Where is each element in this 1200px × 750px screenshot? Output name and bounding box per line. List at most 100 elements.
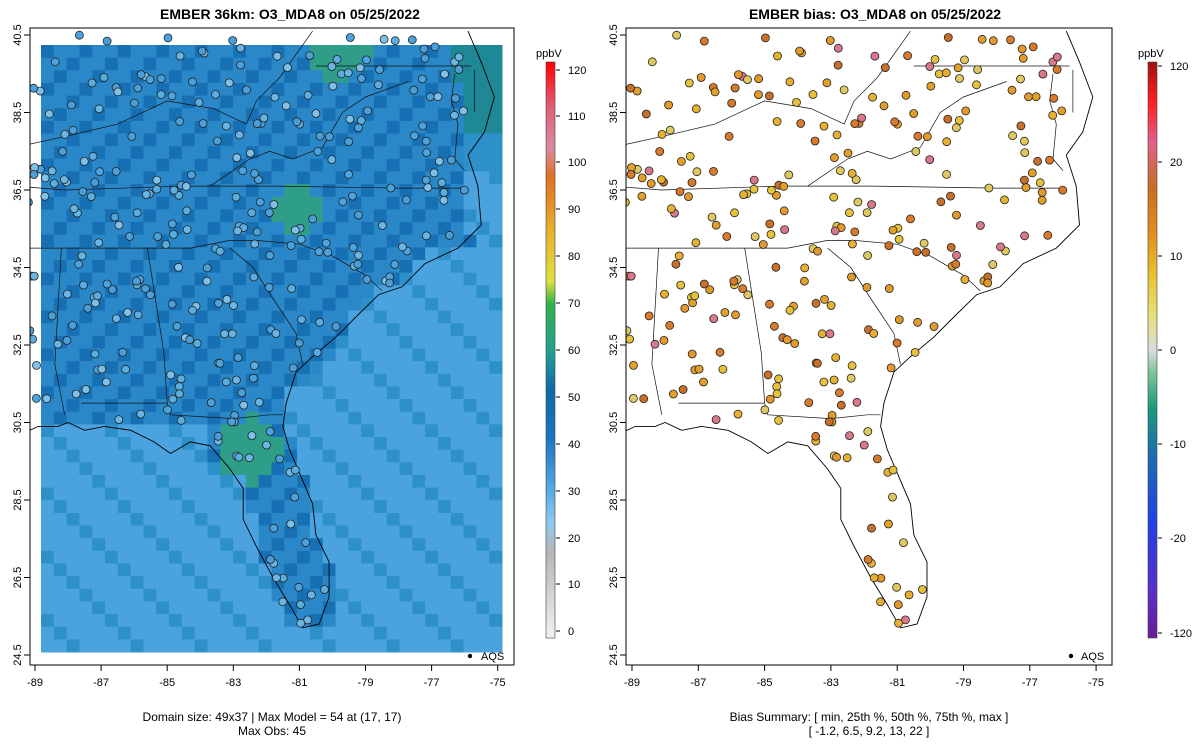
grid-cell	[400, 159, 413, 172]
aqs-site	[410, 132, 418, 140]
grid-cell	[67, 513, 80, 526]
grid-cell	[348, 159, 361, 172]
aqs-site	[944, 115, 952, 123]
grid-cell	[361, 424, 374, 437]
grid-cell	[323, 526, 336, 539]
grid-cell	[438, 488, 451, 501]
aqs-site	[51, 58, 59, 66]
grid-cell	[387, 336, 400, 349]
right-legend-label: AQS	[1081, 651, 1104, 663]
aqs-site	[410, 86, 418, 94]
colorbar-tick-label: 0	[1170, 345, 1176, 357]
grid-cell	[361, 450, 374, 463]
grid-cell	[131, 361, 144, 374]
aqs-site	[225, 79, 233, 87]
grid-cell	[195, 627, 208, 640]
grid-cell	[284, 45, 297, 58]
grid-cell	[489, 386, 502, 399]
aqs-site	[266, 252, 274, 260]
grid-cell	[451, 424, 464, 437]
grid-cell	[451, 412, 464, 425]
aqs-site	[421, 54, 429, 62]
aqs-site	[63, 336, 71, 344]
grid-cell	[143, 45, 156, 58]
grid-cell	[259, 260, 272, 273]
grid-cell	[220, 437, 233, 450]
aqs-site	[189, 306, 197, 314]
colorbar-tick-label: 0	[568, 626, 574, 638]
grid-cell	[361, 475, 374, 488]
grid-cell	[259, 159, 272, 172]
grid-cell	[131, 639, 144, 652]
grid-cell	[348, 399, 361, 412]
aqs-site	[177, 416, 185, 424]
grid-cell	[412, 488, 425, 501]
aqs-site	[374, 81, 382, 89]
grid-cell	[323, 285, 336, 298]
aqs-site	[111, 213, 119, 221]
grid-cell	[195, 639, 208, 652]
grid-cell	[348, 614, 361, 627]
left-footer: Domain size: 49x37 | Max Model = 54 at (…	[30, 710, 514, 738]
aqs-site	[80, 281, 88, 289]
colorbar-tick-label: 90	[568, 204, 580, 216]
aqs-site	[868, 524, 876, 532]
x-tick-label: -81	[889, 677, 905, 689]
grid-cell	[67, 488, 80, 501]
grid-cell	[182, 285, 195, 298]
grid-cell	[246, 45, 259, 58]
aqs-site	[661, 290, 669, 298]
aqs-site	[785, 171, 793, 179]
grid-cell	[323, 45, 336, 58]
grid-cell	[489, 121, 502, 134]
grid-cell	[336, 311, 349, 324]
grid-cell	[131, 159, 144, 172]
grid-cell	[272, 437, 285, 450]
aqs-site	[164, 406, 172, 414]
grid-cell	[182, 437, 195, 450]
grid-cell	[438, 475, 451, 488]
grid-cell	[374, 235, 387, 248]
aqs-site	[947, 243, 955, 251]
aqs-site	[153, 176, 161, 184]
grid-cell	[220, 475, 233, 488]
grid-cell	[438, 285, 451, 298]
grid-cell	[105, 184, 118, 197]
grid-cell	[374, 197, 387, 210]
aqs-site	[265, 283, 273, 291]
grid-cell	[387, 247, 400, 260]
grid-cell	[92, 563, 105, 576]
grid-cell	[131, 589, 144, 602]
grid-cell	[182, 424, 195, 437]
aqs-site	[831, 227, 839, 235]
aqs-site	[952, 260, 960, 268]
grid-cell	[451, 386, 464, 399]
grid-cell	[105, 121, 118, 134]
grid-cell	[489, 235, 502, 248]
right-legend-dot	[1069, 654, 1073, 658]
aqs-site	[864, 428, 872, 436]
aqs-site	[648, 58, 656, 66]
grid-cell	[336, 639, 349, 652]
grid-cell	[438, 551, 451, 564]
aqs-site	[153, 185, 161, 193]
grid-cell	[41, 336, 54, 349]
grid-cell	[207, 70, 220, 83]
grid-cell	[79, 134, 92, 147]
aqs-site	[122, 365, 130, 373]
grid-cell	[259, 462, 272, 475]
grid-cell	[387, 45, 400, 58]
grid-cell	[41, 247, 54, 260]
grid-cell	[284, 563, 297, 576]
aqs-site	[1021, 149, 1029, 157]
aqs-site	[168, 220, 176, 228]
grid-cell	[336, 563, 349, 576]
aqs-site	[796, 47, 804, 55]
aqs-site	[1038, 189, 1046, 197]
grid-cell	[169, 311, 182, 324]
grid-cell	[412, 563, 425, 576]
grid-cell	[156, 513, 169, 526]
grid-cell	[272, 273, 285, 286]
grid-cell	[374, 589, 387, 602]
grid-cell	[348, 475, 361, 488]
